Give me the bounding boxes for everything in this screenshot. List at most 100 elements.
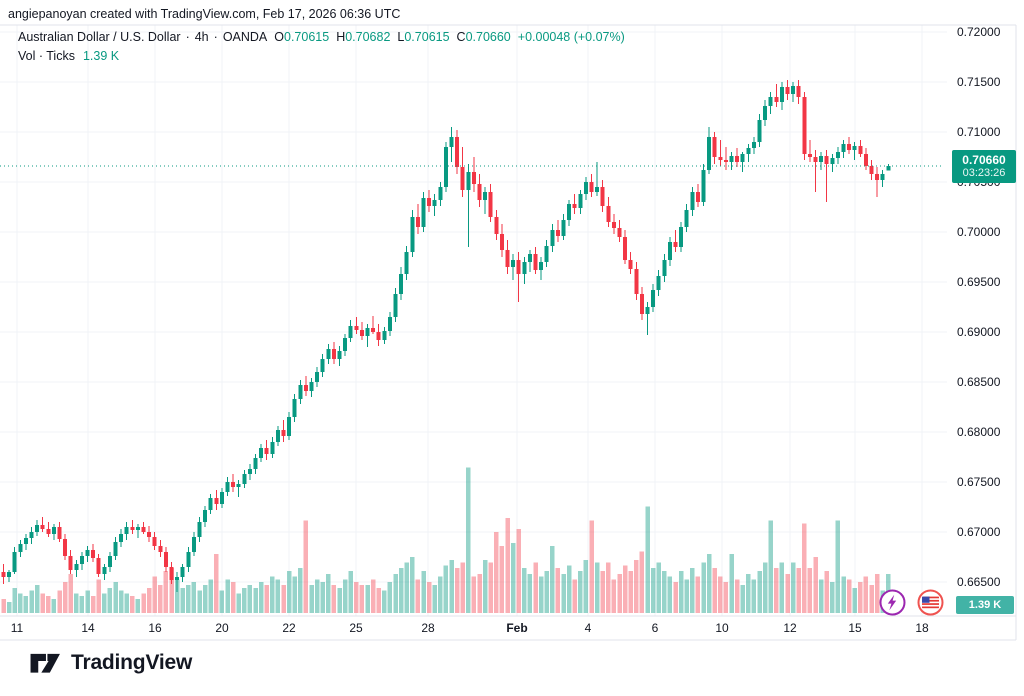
legend: Australian Dollar / U.S. Dollar · 4h · OANDA… xyxy=(18,30,625,63)
volume-axis-badge: 1.39 K xyxy=(956,596,1014,614)
volume-bar xyxy=(550,545,555,613)
candle-body xyxy=(634,269,639,294)
candle-body xyxy=(835,152,840,158)
volume-bar xyxy=(746,573,751,613)
volume-bar xyxy=(606,562,611,613)
time-axis-label: 12 xyxy=(783,621,797,635)
volume-bar xyxy=(169,568,174,613)
candle-body xyxy=(236,484,241,487)
volume-bar xyxy=(342,579,348,613)
candle-body xyxy=(169,567,174,580)
candle-body xyxy=(147,532,152,537)
volume-bar xyxy=(208,579,213,613)
volume-bar xyxy=(118,590,124,613)
volume-bar xyxy=(510,543,516,613)
candle-body xyxy=(309,382,314,391)
candle-body xyxy=(1,572,6,577)
candle-body xyxy=(74,564,79,570)
volume-bar xyxy=(751,579,757,613)
volume-bar xyxy=(163,571,169,613)
volume-bar xyxy=(74,593,79,613)
volume-bar xyxy=(611,579,617,613)
candle-body xyxy=(191,537,196,552)
candle-body xyxy=(214,498,219,504)
volume-bar xyxy=(863,576,869,613)
candle-body xyxy=(57,527,62,539)
candle-body xyxy=(880,174,885,180)
volume-bar xyxy=(740,585,745,613)
volume-bar xyxy=(538,576,544,613)
candle-body xyxy=(354,326,359,330)
lightning-event-icon[interactable] xyxy=(879,589,906,616)
candle-body xyxy=(275,430,280,442)
interval-label: 4h xyxy=(194,30,209,44)
candle-body xyxy=(225,482,230,492)
candle-body xyxy=(259,448,264,458)
candle-body xyxy=(684,210,689,227)
candle-body xyxy=(667,242,672,260)
price-axis[interactable]: 0.720000.715000.710000.705000.700000.695… xyxy=(941,25,1016,640)
time-axis-label: 6 xyxy=(651,621,659,635)
time-axis-label: 11 xyxy=(10,621,24,635)
time-axis-label: 22 xyxy=(282,621,296,635)
price-axis-label: 0.67000 xyxy=(957,525,1001,539)
volume-bar xyxy=(522,568,527,613)
volume-bar xyxy=(818,579,824,613)
volume-bar xyxy=(488,562,493,613)
volume-bar xyxy=(466,467,471,613)
volume-bar xyxy=(51,599,57,613)
volume-bar xyxy=(438,576,443,613)
volume-bar xyxy=(841,576,846,613)
time-axis-label: 28 xyxy=(421,621,435,635)
volume-bar xyxy=(830,582,835,613)
candle-body xyxy=(522,262,527,274)
candle-body xyxy=(807,154,812,157)
volume-bar xyxy=(762,562,768,613)
candle-body xyxy=(102,567,107,574)
volume-bar xyxy=(824,571,829,613)
volume-bar xyxy=(337,587,342,613)
candle-body xyxy=(662,260,667,276)
volume-bar xyxy=(874,573,880,613)
price-change: +0.00048 (+0.07%) xyxy=(517,30,625,44)
volume-bar xyxy=(701,562,706,613)
candle-body xyxy=(449,137,454,147)
candle-body xyxy=(488,192,493,217)
volume-bar xyxy=(734,579,740,613)
price-axis-label: 0.67500 xyxy=(957,475,1001,489)
brand-name: TradingView xyxy=(71,650,193,674)
us-flag-event-icon[interactable] xyxy=(917,589,944,616)
candle-body xyxy=(298,385,303,399)
candle-body xyxy=(550,230,555,246)
candle-body xyxy=(404,252,409,274)
candle-body xyxy=(7,572,12,577)
candle-body xyxy=(606,206,611,222)
candle-body xyxy=(656,276,661,290)
volume-bar xyxy=(107,587,113,613)
candle-body xyxy=(774,97,779,102)
volume-bar xyxy=(443,565,449,613)
candle-body xyxy=(421,198,426,227)
volume-bar xyxy=(774,568,779,613)
volume-bar xyxy=(219,590,225,613)
volume-bar xyxy=(253,587,258,613)
volume-bar xyxy=(555,568,561,613)
candle-body xyxy=(231,482,236,487)
candle-body xyxy=(628,260,633,269)
candle-body xyxy=(511,260,516,267)
candle-body xyxy=(320,359,325,372)
volume-bar xyxy=(572,579,577,613)
price-axis-label: 0.66500 xyxy=(957,575,1001,589)
candle-body xyxy=(600,187,605,206)
volume-bar xyxy=(718,576,723,613)
volume-bar xyxy=(365,585,370,613)
tradingview-logo[interactable]: TradingView xyxy=(28,649,192,676)
candle-body xyxy=(555,230,560,236)
time-axis[interactable]: 11 14 16 20 22 25 28 Feb 4 6 10 12 15 18 xyxy=(0,619,941,640)
volume-bar xyxy=(141,593,146,613)
candle-body xyxy=(107,556,112,567)
volume-bar xyxy=(12,587,17,613)
candle-body xyxy=(303,385,308,391)
ohlc-high: H0.70682 xyxy=(336,30,391,44)
